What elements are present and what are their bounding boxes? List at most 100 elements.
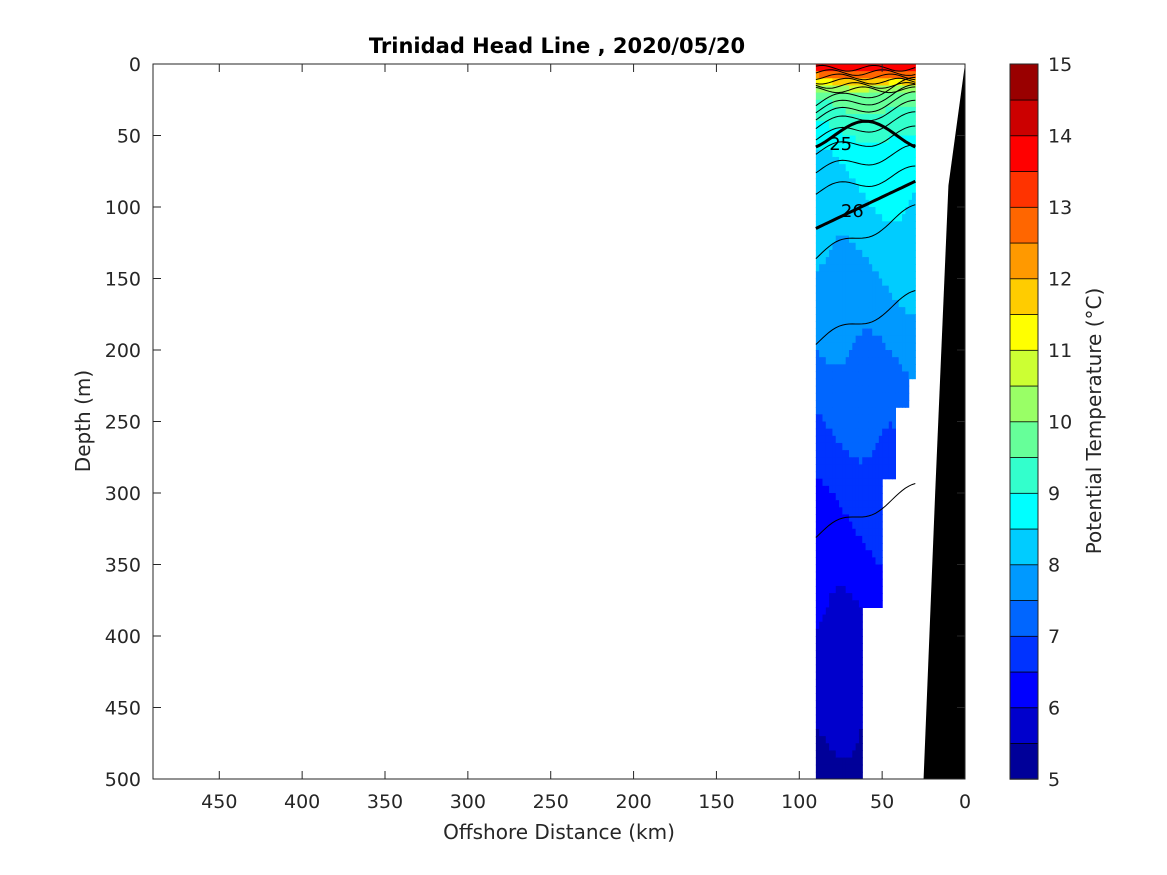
contour-cell <box>815 435 820 444</box>
contour-cell <box>865 156 870 165</box>
contour-cell <box>825 650 830 659</box>
contour-cell <box>902 156 906 165</box>
contour-cell <box>839 585 843 594</box>
contour-cell <box>855 428 860 437</box>
contour-cell <box>908 99 913 108</box>
contour-cell <box>878 257 883 265</box>
contour-cell <box>875 314 880 322</box>
contour-cell <box>882 292 887 301</box>
contour-cell <box>878 357 883 365</box>
contour-cell <box>825 500 830 508</box>
contour-cell <box>832 292 837 301</box>
contour-cell <box>865 106 870 115</box>
contour-cell <box>868 307 873 315</box>
contour-cell <box>855 328 860 337</box>
contour-cell <box>819 257 824 265</box>
contour-cell <box>872 314 877 322</box>
contour-cell <box>875 71 880 79</box>
contour-cell <box>858 728 863 737</box>
contour-cell <box>898 292 903 301</box>
contour-cell <box>819 535 824 544</box>
contour-cell <box>882 228 887 237</box>
contour-cell <box>902 350 906 358</box>
contour-cell <box>819 714 824 723</box>
contour-cell <box>852 750 857 759</box>
contour-cell <box>885 464 890 473</box>
colorbar-tick-label: 14 <box>1048 126 1072 148</box>
contour-cell <box>885 185 890 194</box>
contour-cell <box>908 121 913 129</box>
colorbar-label: Potential Temperature (°C) <box>1082 288 1106 555</box>
contour-cell <box>849 392 853 401</box>
contour-cell <box>845 507 850 516</box>
contour-cell <box>822 249 827 258</box>
contour-cell <box>892 228 896 237</box>
contour-cell <box>839 64 843 72</box>
contour-cell <box>875 414 880 423</box>
colorbar-tick-label: 6 <box>1048 698 1060 720</box>
contour-cell <box>858 450 863 458</box>
contour-cell <box>855 221 860 230</box>
contour-cell <box>862 528 867 537</box>
contour-cell <box>898 142 903 151</box>
contour-cell <box>855 114 860 122</box>
contour-cell <box>882 378 887 387</box>
contour-cell <box>825 678 830 687</box>
contour-cell <box>872 114 877 122</box>
contour-cell <box>872 578 877 587</box>
contour-cell <box>855 400 860 408</box>
contour-cell <box>822 271 827 280</box>
contour-cell <box>815 478 820 487</box>
colorbar-swatch <box>1009 456 1039 494</box>
contour-cell <box>839 636 843 644</box>
contour-cell <box>829 471 834 480</box>
contour-cell <box>858 85 863 94</box>
contour-cell <box>852 299 857 308</box>
contour-cell <box>815 135 820 144</box>
contour-cell <box>829 228 834 237</box>
contour-cell <box>855 350 860 358</box>
colorbar-swatch <box>1009 385 1039 423</box>
contour-cell <box>855 385 860 394</box>
contour-cell <box>872 364 877 373</box>
contour-cell <box>849 543 853 551</box>
contour-cell <box>865 328 870 337</box>
contour-cell <box>872 571 877 580</box>
contour-cell <box>835 385 840 394</box>
contour-cell <box>825 621 830 630</box>
contour-cell <box>829 543 834 551</box>
contour-cell <box>845 235 850 244</box>
contour-cell <box>878 307 883 315</box>
contour-cell <box>878 249 883 258</box>
contour-cell <box>819 636 824 644</box>
contour-cell <box>852 385 857 394</box>
contour-cell <box>875 242 880 251</box>
contour-cell <box>852 528 857 537</box>
contour-cell <box>875 164 880 172</box>
contour-cell <box>865 214 870 222</box>
contour-cell <box>862 178 867 187</box>
contour-cell <box>835 500 840 508</box>
contour-cell <box>832 342 837 351</box>
contour-cell <box>865 485 870 494</box>
colorbar-tick-label: 13 <box>1048 197 1072 219</box>
contour-cell <box>835 71 840 79</box>
contour-cell <box>855 164 860 172</box>
contour-cell <box>819 700 824 709</box>
contour-cell <box>905 171 910 179</box>
contour-cell <box>829 771 834 779</box>
contour-cell <box>825 92 830 101</box>
contour-cell <box>815 221 820 230</box>
contour-cell <box>858 743 863 751</box>
contour-cell <box>885 156 890 165</box>
x-tick-label: 250 <box>533 791 569 813</box>
contour-cell <box>868 578 873 587</box>
contour-cell <box>872 543 877 551</box>
contour-cell <box>878 378 883 387</box>
contour-cell <box>872 428 877 437</box>
contour-cell <box>819 650 824 659</box>
contour-cell <box>842 292 847 301</box>
contour-cell <box>822 550 827 558</box>
contour-cell <box>858 442 863 451</box>
